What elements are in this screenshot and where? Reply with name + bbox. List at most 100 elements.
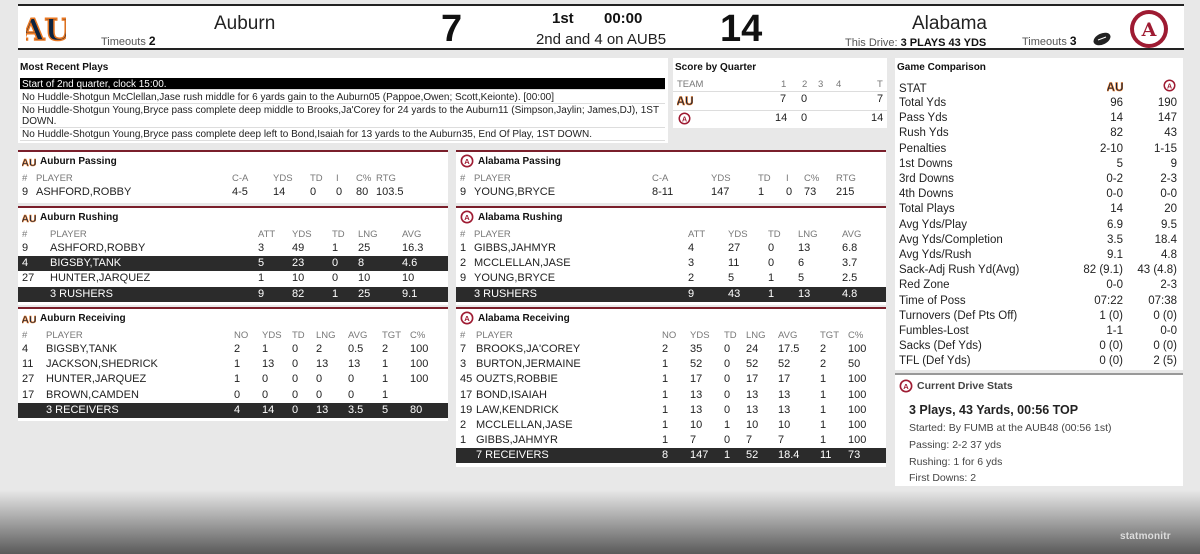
cell: LNG: [358, 229, 378, 240]
cell: 0: [292, 403, 299, 416]
table-row[interactable]: 17 BOND,ISAIAH 1 13 0 13 13 1 100: [456, 388, 886, 403]
table-row[interactable]: 9 ASHFORD,ROBBY 4-5 14 0 0 80 103.5: [18, 185, 448, 200]
cell: 1: [820, 434, 827, 447]
cell: 100: [848, 388, 867, 401]
comparison-auburn-value: 82 (9.1): [1083, 264, 1123, 277]
most-recent-plays-panel: Most Recent Plays Start of 2nd quarter, …: [18, 58, 668, 143]
cell: JACKSON,SHEDRICK: [46, 358, 158, 371]
cell: 10: [292, 272, 305, 285]
panel-header: AU Auburn Passing: [22, 154, 117, 169]
table-row[interactable]: 45 OUZTS,ROBBIE 1 17 0 17 17 1 100: [456, 372, 886, 387]
cell: 13: [316, 358, 329, 371]
comparison-row: Avg Yds/Rush 9.1 4.8: [895, 248, 1181, 263]
cell: 1: [820, 388, 827, 401]
cell: 147: [711, 186, 730, 198]
cell: 8: [662, 449, 669, 462]
table-total-row[interactable]: 3 RUSHERS 9 82 1 25 9.1: [18, 286, 448, 302]
table-row[interactable]: 9 YOUNG,BRYCE 2 5 1 5 2.5: [456, 271, 886, 286]
comparison-stat-value: 1st Downs: [899, 157, 953, 170]
table-row[interactable]: 17 BROWN,CAMDEN 0 0 0 0 0 1: [18, 388, 448, 403]
table-row[interactable]: 27 HUNTER,JARQUEZ 1 10 0 10 10: [18, 271, 448, 286]
alabama-logo-icon: A: [460, 311, 474, 325]
comparison-alabama-value: 4.8: [1161, 249, 1177, 261]
cell: 4: [234, 403, 241, 416]
comparison-row: Time of Poss 07:22 07:38: [895, 294, 1181, 309]
cell: 14: [262, 403, 275, 416]
cell: 2: [688, 272, 695, 285]
auburn-logo-icon: AU: [26, 12, 66, 46]
cell: 9: [460, 186, 467, 198]
table-row[interactable]: 1 GIBBS,JAHMYR 4 27 0 13 6.8: [456, 241, 886, 256]
play-item[interactable]: No Huddle-Shotgun Young,Bryce pass compl…: [20, 104, 665, 128]
cell: 10: [746, 419, 759, 431]
comparison-row: Pass Yds 14 147: [895, 111, 1181, 126]
table-row[interactable]: 2 MCCLELLAN,JASE 3 11 0 6 3.7: [456, 256, 886, 271]
cell: 10: [690, 419, 703, 431]
table-row[interactable]: 4 BIGSBY,TANK 2 1 0 2 0.5 2 100: [18, 342, 448, 357]
cell: TGT: [382, 330, 401, 341]
play-item[interactable]: No Huddle-Shotgun Young,Bryce pass compl…: [20, 128, 665, 141]
cell: 4: [22, 257, 29, 270]
panel-title: Alabama Receiving: [478, 312, 570, 324]
cell: TD: [310, 173, 323, 184]
table-row[interactable]: 19 LAW,KENDRICK 1 13 0 13 13 1 100: [456, 403, 886, 418]
table-row[interactable]: 7 BROOKS,JA'COREY 2 35 0 24 17.5 2 100: [456, 342, 886, 357]
cell: C%: [848, 330, 864, 341]
cell: 7: [778, 434, 785, 447]
play-item[interactable]: No Huddle-Shotgun McClellan,Jase rush mi…: [20, 91, 665, 104]
comparison-row: Total Plays 14 20: [895, 202, 1181, 217]
cell: 11: [22, 358, 34, 371]
alabama-logo-icon: A: [460, 154, 474, 168]
table-row[interactable]: 27 HUNTER,JARQUEZ 1 0 0 0 0 1 100: [18, 372, 448, 387]
cell: BROWN,CAMDEN: [46, 388, 139, 401]
table-row[interactable]: 1 GIBBS,JAHMYR 1 7 0 7 7 1 100: [456, 433, 886, 448]
cell: YOUNG,BRYCE: [474, 272, 556, 285]
alabama-receiving-table: A Alabama Receiving # PLAYER NO YDS TD LNG AVG TG…: [456, 307, 886, 467]
comparison-auburn-value: 0 (0): [1099, 355, 1123, 368]
table-total-row[interactable]: 3 RUSHERS 9 43 1 13 4.8: [456, 286, 886, 302]
cell: 1: [234, 358, 241, 371]
cell: #: [460, 173, 466, 184]
cell: I: [336, 173, 339, 184]
table-total-row[interactable]: 7 RECEIVERS 8 147 1 52 18.4 11 73: [456, 448, 886, 464]
table-row[interactable]: 9 ASHFORD,ROBBY 3 49 1 25 16.3: [18, 241, 448, 256]
comparison-row: Rush Yds 82 43: [895, 126, 1181, 141]
cell: 14: [273, 186, 286, 198]
comparison-auburn-value: 9.1: [1107, 249, 1123, 261]
cell: 0: [336, 186, 343, 198]
svg-text:A: A: [1167, 84, 1172, 91]
cell: 1: [460, 434, 467, 447]
table-total-row[interactable]: 3 RECEIVERS 4 14 0 13 3.5 5 80: [18, 402, 448, 418]
cell: TD: [768, 229, 781, 240]
comparison-row: Sack-Adj Rush Yd(Avg) 82 (9.1) 43 (4.8): [895, 263, 1181, 278]
cell: 80: [410, 403, 423, 416]
cell: 0: [768, 257, 775, 270]
cell: 147: [690, 449, 709, 462]
table-header: STAT AU A: [895, 79, 1181, 97]
cell: AVG: [842, 229, 862, 240]
cell: 17: [746, 373, 759, 386]
cell: #: [460, 229, 466, 240]
table-row[interactable]: 9 YOUNG,BRYCE 8-11 147 1 0 73 215: [456, 185, 886, 200]
table-row[interactable]: 11 JACKSON,SHEDRICK 1 13 0 13 13 1 100: [18, 357, 448, 372]
cell: 6: [798, 257, 805, 270]
panel-title: Current Drive Stats: [917, 380, 1013, 392]
comparison-row: Red Zone 0-0 2-3: [895, 278, 1181, 293]
cell: 0: [348, 388, 355, 401]
cell: 7: [460, 343, 467, 355]
table-row[interactable]: 2 MCCLELLAN,JASE 1 10 1 10 10 1 100: [456, 418, 886, 433]
table-row[interactable]: 4 BIGSBY,TANK 5 23 0 8 4.6: [18, 256, 448, 272]
statmonitr-logo: statmonitr: [1120, 531, 1171, 542]
cell: 11: [820, 449, 832, 462]
comparison-row: Avg Yds/Play 6.9 9.5: [895, 218, 1181, 233]
table-row[interactable]: 3 BURTON,JERMAINE 1 52 0 52 52 2 50: [456, 357, 886, 372]
play-item[interactable]: Start of 2nd quarter, clock 15:00.: [20, 78, 665, 90]
cell: 3: [688, 257, 695, 270]
cell: 27: [22, 272, 35, 285]
svg-text:AU: AU: [22, 213, 36, 224]
comparison-alabama-value: 0-0: [1160, 325, 1177, 337]
auburn-logo-icon: AU: [676, 93, 694, 111]
cell: 24: [746, 343, 759, 355]
cell: AVG: [402, 229, 422, 240]
